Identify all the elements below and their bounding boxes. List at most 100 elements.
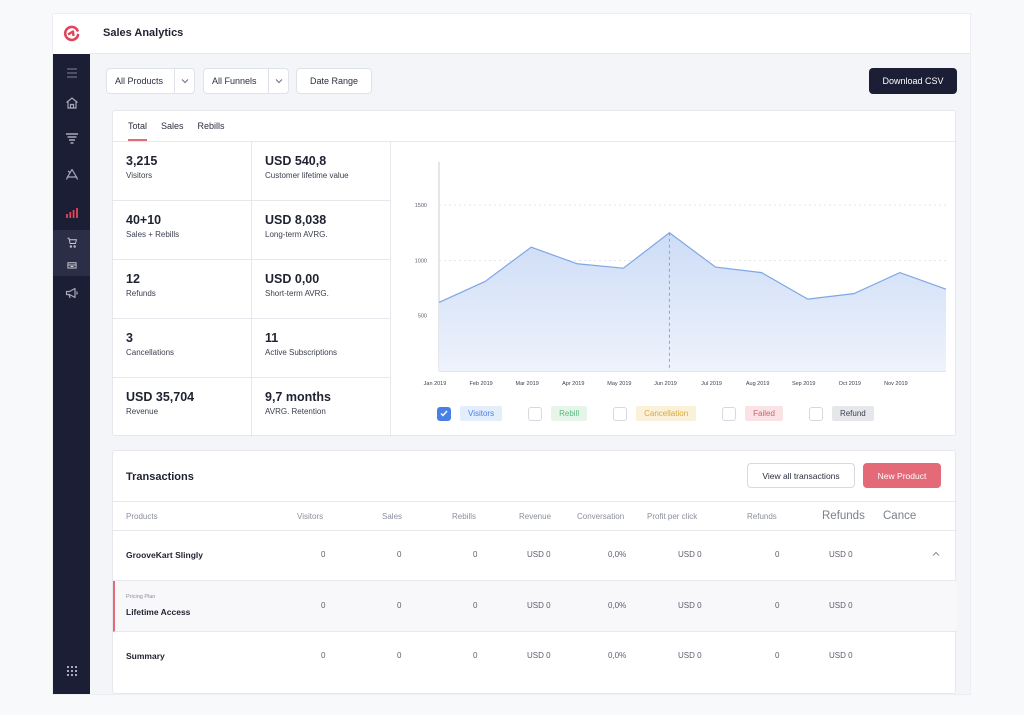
row-subtitle: Pricing Plan [126,594,156,600]
metric-label: Active Subscriptions [265,348,338,357]
column-header[interactable]: Profit per click [647,512,698,521]
tab-total[interactable]: Total [128,121,148,141]
date-range-label: Date Range [309,76,359,86]
chart-area: 500 1000 1500 Jan 2019 Feb 2019 Mar 2019 Apr 2… [391,141,957,437]
legend-item-cancellation[interactable]: Cancellation [613,406,697,421]
funnels-filter[interactable]: All Funnels [203,68,289,94]
table-row[interactable]: Pricing Plan Lifetime Access 0 0 0 USD 0… [113,581,957,632]
chevron-up-icon[interactable] [932,550,940,559]
legend-item-failed[interactable]: Failed [722,406,783,421]
cell-refunds: 0 [775,651,780,660]
metric-active-subscriptions: 11 Active Subscriptions [252,319,391,378]
cell-visitors: 0 [321,550,326,559]
metric-revenue: USD 35,704 Revenue [113,378,252,437]
column-header[interactable]: Cance [883,510,917,522]
chevron-down-icon [174,69,194,93]
products-filter[interactable]: All Products [106,68,195,94]
metric-value: USD 35,704 [126,390,195,404]
transactions-title: Transactions [126,471,194,483]
cell-sales: 0 [397,601,402,610]
table-row[interactable]: GrooveKart Slingly 0 0 0 USD 0 0,0% USD … [113,531,957,581]
product-name: Lifetime Access [126,607,191,617]
products-filter-label: All Products [115,76,164,86]
column-header[interactable]: Refunds [747,512,777,521]
series-line [438,232,947,304]
x-tick-label: Apr 2019 [562,381,584,387]
legend-checkbox[interactable] [808,406,823,421]
column-header[interactable]: Revenue [519,512,552,521]
cell-profit-per-click: USD 0 [678,601,702,610]
metric-label: Sales + Rebills [126,230,180,239]
x-tick-label: Jan 2019 [424,381,447,387]
x-tick-label: Jul 2019 [701,381,722,387]
new-product-button[interactable]: New Product [863,463,941,488]
column-header[interactable]: Refunds [822,510,865,522]
legend-item-visitors[interactable]: Visitors [437,406,503,421]
grid-icon [66,666,77,676]
metric-value: 12 [126,272,140,286]
tab-rebills[interactable]: Rebills [197,121,225,131]
x-tick-label: Nov 2019 [884,381,908,387]
metric-value: USD 8,038 [265,213,327,227]
cell-refunds: 0 [775,601,780,610]
date-range-button[interactable]: Date Range [296,68,372,94]
table-row[interactable]: Summary 0 0 0 USD 0 0,0% USD 0 0 USD 0 [113,632,957,682]
metric-label: Revenue [126,407,159,416]
legend-checkbox[interactable] [613,406,628,421]
download-csv-button[interactable]: Download CSV [869,68,957,94]
x-tick-label: May 2019 [607,381,631,387]
column-header[interactable]: Visitors [297,512,324,521]
cell-refunds-amount: USD 0 [829,651,853,660]
sidebar-item-analytics[interactable] [53,198,90,228]
groove-logo-icon [63,25,79,42]
stats-tabs: Total Sales Rebills [128,121,239,141]
store-icon [66,262,77,269]
cell-conversation: 0,0% [608,651,627,660]
legend-label: Rebill [551,406,588,421]
metric-label: Refunds [126,289,156,298]
sidebar-subitem-store[interactable] [53,254,90,276]
x-tick-label: Sep 2019 [792,381,816,387]
metric-label: Customer lifetime value [265,171,349,180]
column-header[interactable]: Products [126,512,158,521]
metric-short-term-avrg: USD 0,00 Short-term AVRG. [252,260,391,319]
cell-sales: 0 [397,651,402,660]
cell-sales: 0 [397,550,402,559]
sidebar-subitem-sales[interactable] [53,230,90,254]
menu-icon [66,68,77,78]
sidebar-item-marketing[interactable] [53,278,90,308]
legend-checkbox[interactable] [722,406,737,421]
metric-cancellations: 3 Cancellations [113,319,252,378]
cell-revenue: USD 0 [527,601,551,610]
column-header[interactable]: Sales [382,512,403,521]
legend-item-rebill[interactable]: Rebill [528,406,588,421]
metric-label: AVRG. Retention [265,407,326,416]
apps-button[interactable] [53,656,90,686]
sidebar-item-rebills[interactable] [53,160,90,190]
metrics-grid: 3,215 Visitors 40+10 Sales + Rebills 12 … [113,141,391,437]
legend-item-refund[interactable]: Refund [808,406,874,421]
app-window: Sales Analytics All Products All Funnels… [53,14,970,694]
stats-card: Total Sales Rebills 3,215 Visitors 40+10… [112,110,957,437]
y-tick-label: 1000 [415,258,427,264]
product-name: GrooveKart Slingly [126,550,203,560]
legend-checkbox[interactable] [437,406,451,421]
x-tick-label: Feb 2019 [469,381,492,387]
legend-label: Refund [831,406,874,421]
column-header[interactable]: Rebills [452,512,477,521]
sidebar-item-home[interactable] [53,88,90,118]
cart-icon [67,237,77,248]
area-fill [439,232,946,371]
y-tick-label: 1500 [415,203,427,209]
sidebar-item-funnels[interactable] [53,124,90,154]
logo[interactable] [53,14,90,54]
legend-label: Visitors [460,406,503,421]
view-all-transactions-button[interactable]: View all transactions [747,463,855,488]
legend-checkbox[interactable] [528,406,543,421]
x-tick-label: Aug 2019 [746,381,770,387]
column-header[interactable]: Conversation [577,512,625,521]
menu-button[interactable] [53,58,90,88]
tab-sales[interactable]: Sales [161,121,184,131]
cell-profit-per-click: USD 0 [678,550,702,559]
chevron-down-icon [268,69,288,93]
